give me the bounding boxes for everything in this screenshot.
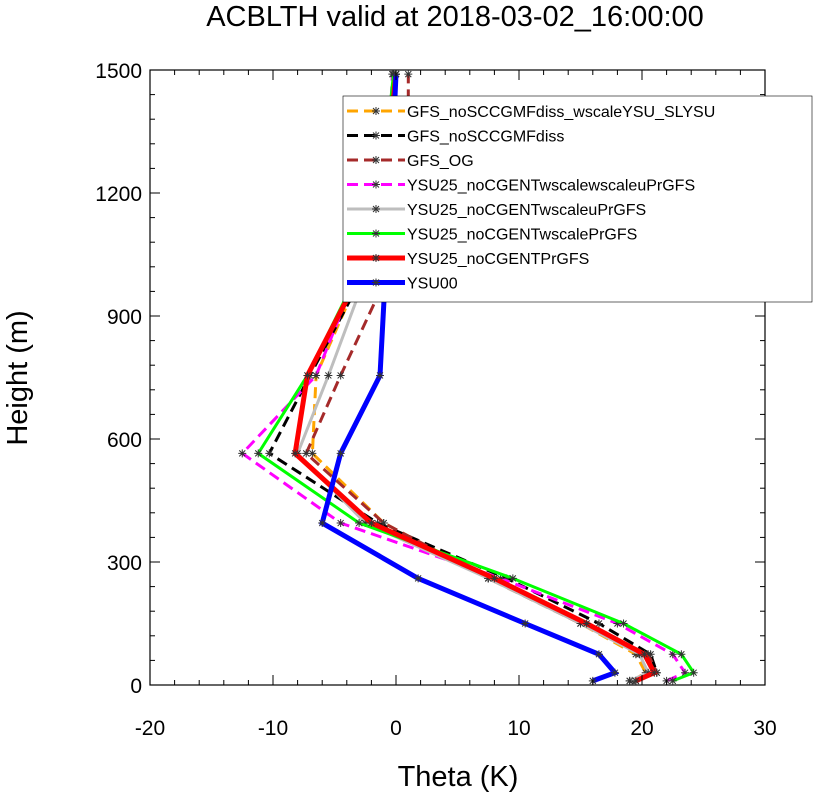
legend-label: YSU25_noCGENTPrGFS — [407, 251, 589, 268]
data-point-marker — [619, 619, 628, 628]
legend-label: GFS_noSCCGMFdiss_wscaleYSU_SLYSU — [407, 104, 715, 121]
legend-box — [342, 95, 813, 303]
data-point-marker — [689, 668, 698, 677]
data-point-marker — [582, 619, 591, 628]
data-point-marker — [379, 519, 388, 528]
x-axis-title: Theta (K) — [398, 761, 519, 793]
legend-label: YSU25_noCGENTwscalewscaleuPrGFS — [407, 178, 695, 195]
legend: GFS_noSCCGMFdiss_wscaleYSU_SLYSU GFS_noSC… — [342, 95, 813, 303]
data-point-marker — [238, 449, 247, 458]
chart-title: ACBLTH valid at 2018-03-02_16:00:00 — [206, 1, 704, 33]
legend-marker — [372, 254, 380, 262]
data-point-marker — [414, 574, 423, 583]
data-point-marker — [508, 574, 517, 583]
legend-item: YSU25_noCGENTwscaleuPrGFS — [347, 202, 646, 219]
legend-item: YSU00 — [347, 276, 458, 293]
legend-item: YSU25_noCGENTwscalewscaleuPrGFS — [347, 178, 695, 195]
legend-marker — [372, 180, 380, 189]
data-point-marker — [484, 574, 493, 583]
y-tick-label: 1200 — [95, 183, 142, 206]
data-point-marker — [318, 519, 327, 528]
data-point-marker — [594, 619, 603, 628]
legend-item: GFS_noSCCGMFdiss — [347, 129, 564, 146]
data-point-marker — [336, 449, 345, 458]
data-point-marker — [376, 371, 385, 380]
data-point-marker — [496, 574, 505, 583]
x-tick-label: 30 — [753, 717, 776, 740]
legend-label: YSU25_noCGENTwscalePrGFS — [407, 227, 637, 244]
legend-item: GFS_OG — [347, 153, 474, 170]
data-point-marker — [668, 650, 677, 659]
legend-label: GFS_noSCCGMFdiss — [407, 129, 564, 146]
data-point-marker — [291, 449, 300, 458]
legend-label: YSU00 — [407, 276, 458, 293]
y-tick-label: 1500 — [95, 60, 142, 83]
x-tick-label: 0 — [390, 717, 402, 740]
data-point-marker — [361, 519, 370, 528]
legend-item: YSU25_noCGENTwscalePrGFS — [347, 227, 637, 244]
legend-item: GFS_noSCCGMFdiss_wscaleYSU_SLYSU — [347, 104, 715, 121]
data-point-marker — [625, 676, 634, 685]
data-point-marker — [312, 371, 321, 380]
data-point-marker — [610, 668, 619, 677]
y-axis-title: Height (m) — [2, 310, 34, 445]
legend-marker — [372, 229, 380, 238]
data-point-marker — [677, 650, 686, 659]
data-point-marker — [521, 619, 530, 628]
legend-label: GFS_OG — [407, 153, 474, 170]
data-point-marker — [404, 70, 413, 79]
x-tick-label: -20 — [135, 717, 165, 740]
y-tick-label: 600 — [107, 429, 142, 452]
data-point-marker — [336, 519, 345, 528]
data-point-marker — [303, 371, 312, 380]
data-point-marker — [594, 650, 603, 659]
data-point-marker — [576, 619, 585, 628]
data-point-marker — [650, 668, 659, 677]
legend-marker — [372, 156, 380, 164]
data-point-marker — [668, 676, 677, 685]
data-point-marker — [336, 371, 345, 380]
data-point-marker — [681, 668, 690, 677]
y-tick-label: 0 — [130, 675, 142, 698]
legend-item: YSU25_noCGENTPrGFS — [347, 251, 589, 268]
legend-label: YSU25_noCGENTwscaleuPrGFS — [407, 202, 646, 219]
data-point-marker — [302, 449, 311, 458]
data-point-marker — [644, 668, 653, 677]
legend-marker — [372, 131, 380, 140]
data-point-marker — [254, 449, 263, 458]
data-point-marker — [640, 650, 649, 659]
y-tick-label: 900 — [107, 306, 142, 329]
legend-marker — [372, 107, 380, 115]
data-point-marker — [265, 449, 274, 458]
data-point-marker — [367, 519, 376, 528]
x-tick-label: -10 — [258, 717, 288, 740]
x-tick-label: 20 — [630, 717, 653, 740]
data-point-marker — [490, 574, 499, 583]
legend-marker — [372, 278, 380, 287]
data-point-marker — [355, 519, 364, 528]
legend-marker — [372, 205, 380, 213]
data-point-marker — [324, 371, 333, 380]
plot-frame — [149, 69, 766, 686]
data-point-marker — [502, 574, 511, 583]
data-point-marker — [613, 619, 622, 628]
plot-area — [149, 69, 766, 686]
y-tick-label: 300 — [107, 552, 142, 575]
data-point-marker — [631, 676, 640, 685]
data-point-marker — [308, 449, 317, 458]
x-tick-label: 10 — [507, 717, 530, 740]
